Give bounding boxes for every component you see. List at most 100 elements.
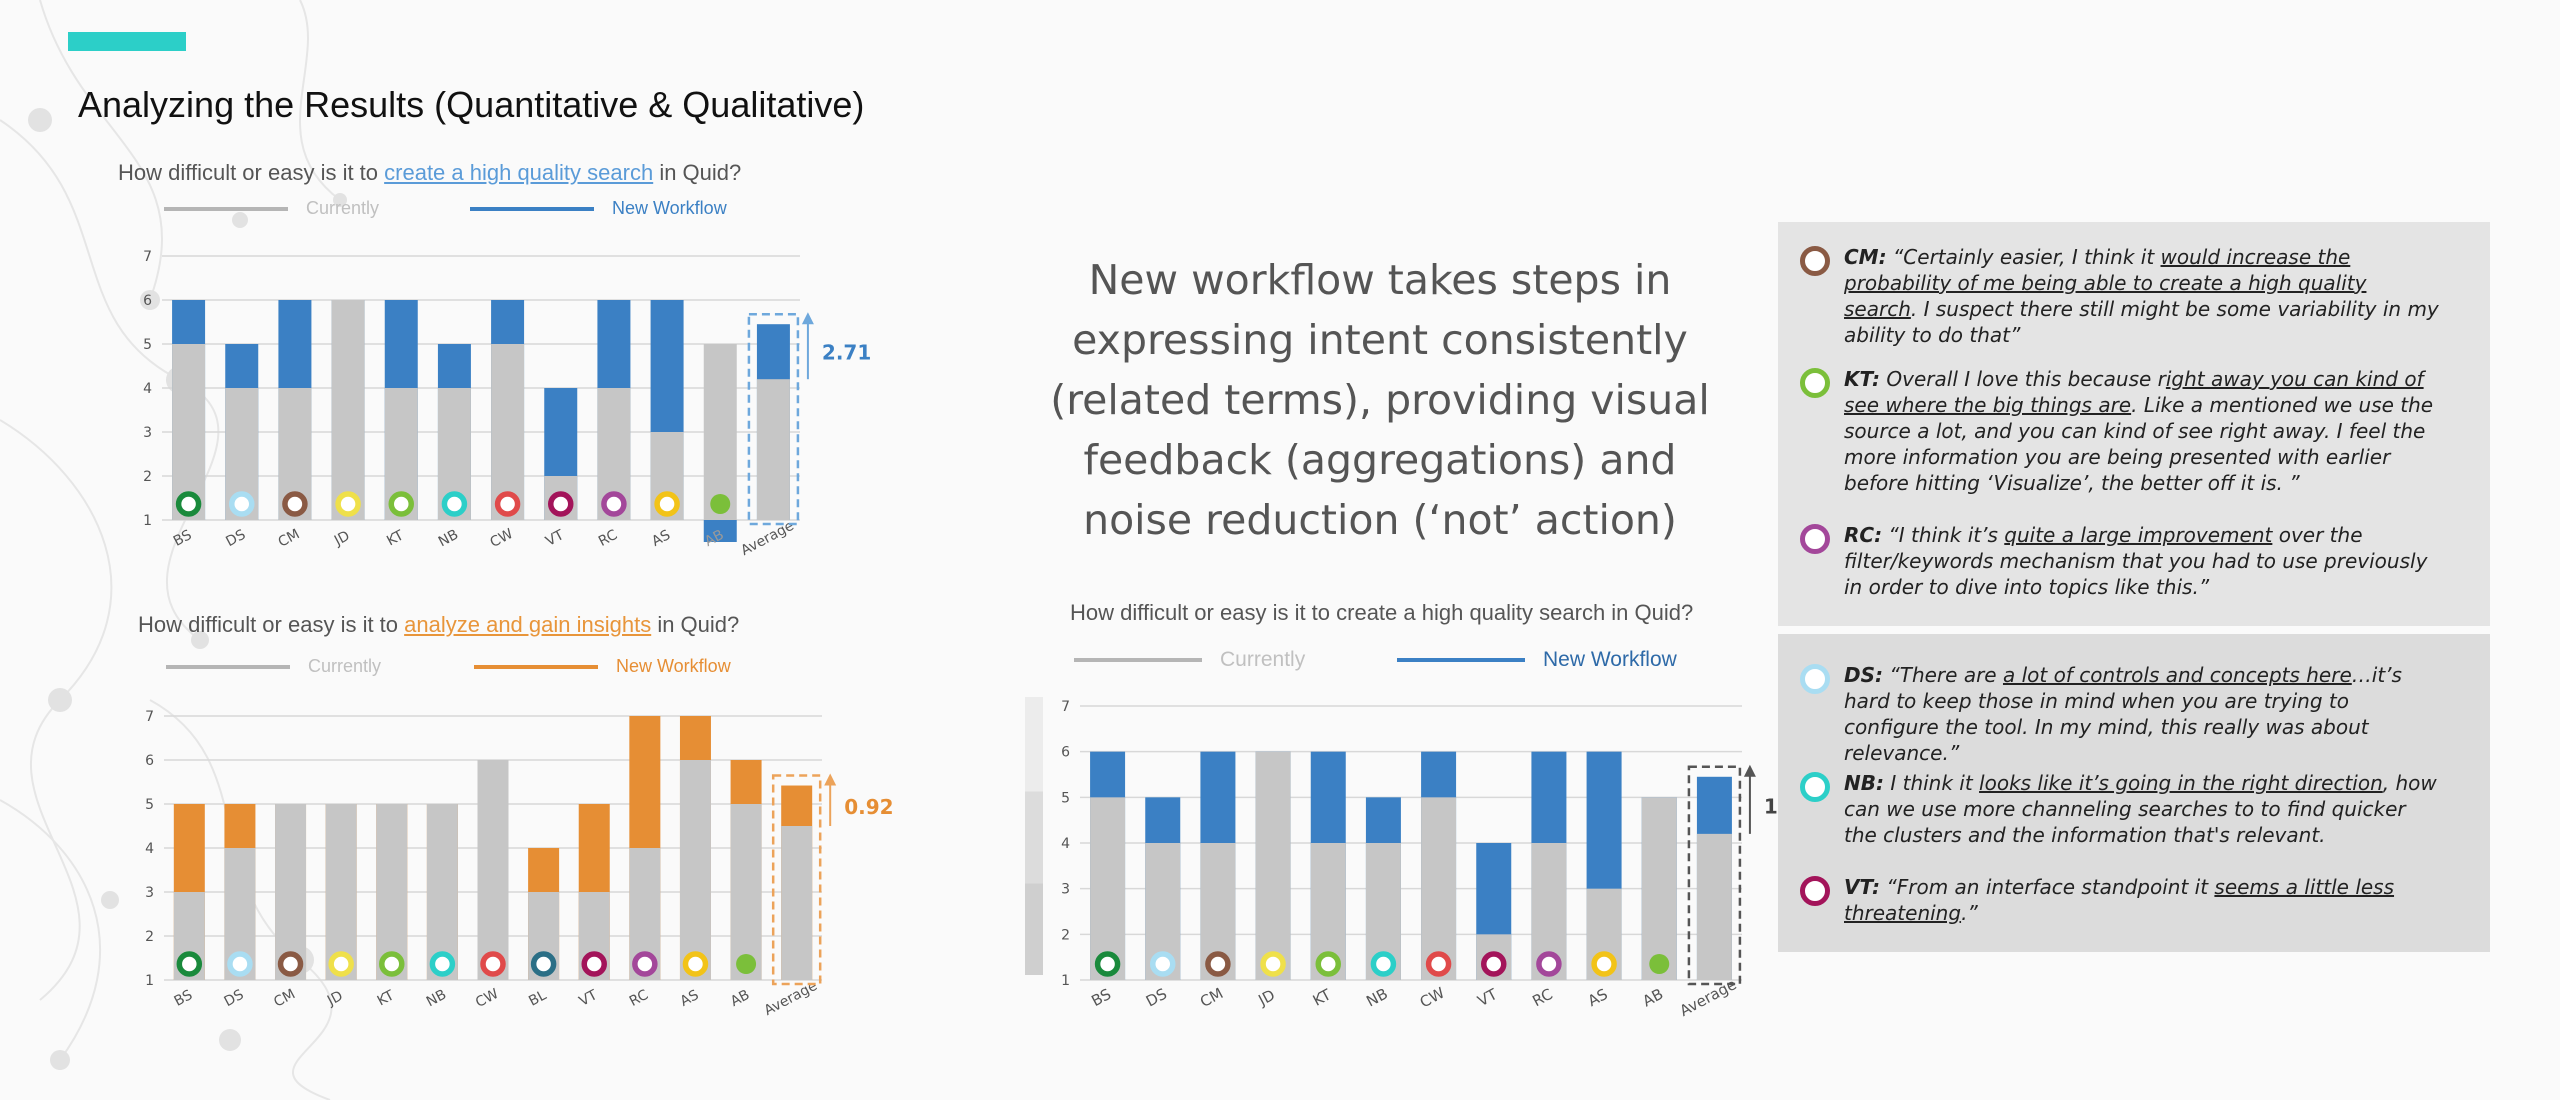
chart1-question-link[interactable]: create a high quality search [384, 160, 654, 185]
participant-quote: NB: I think it looks like it’s going in … [1844, 770, 2444, 848]
y-tick-label: 2 [143, 469, 152, 485]
participant-ring [1370, 951, 1397, 977]
chart1-question: How difficult or easy is it to create a … [118, 160, 742, 185]
participant-quote: KT: Overall I love this because right aw… [1844, 366, 2444, 496]
participant-ring-icon [1800, 664, 1830, 694]
legend-line-new-workflow [1397, 658, 1525, 662]
quote-panel-mixed: DS: “There are a lot of controls and con… [1778, 634, 2490, 952]
y-tick-label: 3 [145, 885, 154, 901]
participant-ring [1205, 951, 1231, 977]
quote-speaker: DS: [1844, 663, 1884, 687]
x-tick-label: AB [702, 527, 726, 550]
x-tick-label: CW [1417, 984, 1448, 1012]
bar-currently [730, 804, 762, 980]
bar-currently [275, 804, 307, 980]
bar-currently [1255, 751, 1291, 980]
title-accent-bar [68, 32, 186, 51]
chart2-question: How difficult or easy is it to analyze a… [138, 612, 740, 637]
x-tick-label: DS [1143, 985, 1170, 1011]
difference-arrow-head [824, 773, 837, 786]
quote-speaker: RC: [1844, 523, 1883, 547]
quote-speaker: KT: [1844, 367, 1881, 391]
difference-annotation: 2.71 [822, 341, 871, 365]
participant-ring [227, 951, 253, 977]
y-tick-label: 5 [1061, 790, 1070, 806]
x-tick-label: AS [649, 527, 673, 550]
chart2-legend-new-workflow: New Workflow [474, 656, 731, 677]
y-tick-label: 1 [145, 973, 154, 989]
legend-line-currently [166, 664, 290, 669]
x-tick-label: JD [324, 988, 346, 1010]
bar-currently [703, 344, 737, 520]
participant-ring [1481, 951, 1507, 977]
quote-speaker: VT: [1844, 875, 1881, 899]
y-tick-label: 6 [143, 293, 152, 309]
difference-arrow-head [1743, 764, 1756, 777]
participant-ring [601, 491, 627, 517]
participant-ring [1536, 951, 1562, 977]
participant-ring-icon [1800, 246, 1830, 276]
y-tick-label: 5 [145, 797, 154, 813]
quote-text: Overall I love this because r [1880, 367, 2166, 391]
x-tick-label: KT [1310, 985, 1335, 1010]
participant-ring [1591, 951, 1617, 977]
bar-currently [1090, 797, 1126, 980]
chart3-side-scale [1025, 697, 1043, 975]
participant-ring [1150, 951, 1176, 977]
x-tick-label: VT [577, 987, 601, 1010]
x-tick-label: NB [1363, 985, 1390, 1011]
x-tick-label: AB [728, 987, 752, 1010]
participant-quote: CM: “Certainly easier, I think it would … [1844, 244, 2444, 348]
slide-title: Analyzing the Results (Quantitative & Qu… [78, 84, 865, 125]
y-tick-label: 2 [145, 929, 154, 945]
quote-text: . Like a mentioned we use the source a l… [1844, 393, 2434, 495]
x-tick-label: RC [1529, 985, 1555, 1010]
quote-highlight: ight away you can kind of see where the … [1844, 367, 2424, 417]
x-tick-label: RC [596, 527, 620, 550]
quote-text: “Certainly easier, I think it [1886, 245, 2161, 269]
bar-currently [781, 826, 813, 980]
y-tick-label: 1 [1061, 973, 1070, 989]
chart1-legend-new-workflow: New Workflow [470, 198, 727, 219]
bar-currently [1696, 833, 1732, 980]
y-tick-label: 6 [145, 753, 154, 769]
quote-highlight: looks like it’s going in the right direc… [1979, 771, 2383, 795]
quote-text: “From an interface standpoint it [1880, 875, 2215, 899]
quote-text: , how can we use more channeling searche… [1844, 771, 2437, 847]
participant-quote: VT: “From an interface standpoint it see… [1844, 874, 2444, 926]
participant-ring [548, 491, 574, 517]
participant-ring-icon [1800, 368, 1830, 398]
legend-line-currently [1074, 658, 1202, 662]
bar-currently [331, 300, 365, 520]
y-tick-label: 4 [143, 381, 152, 397]
chart2-question-link[interactable]: analyze and gain insights [404, 612, 652, 637]
participant-ring [494, 491, 521, 517]
x-tick-label: BL [526, 987, 549, 1009]
y-tick-label: 3 [143, 425, 152, 441]
quote-text: “There are [1883, 663, 2003, 687]
participant-ring [379, 951, 405, 977]
y-tick-label: 7 [1061, 699, 1070, 715]
y-tick-label: 5 [143, 337, 152, 353]
quote-text: “I think it’s [1882, 523, 2005, 547]
bar-currently [477, 760, 509, 980]
participant-dot [736, 954, 757, 974]
quote-panel-positive: CM: “Certainly easier, I think it would … [1778, 222, 2490, 626]
participant-ring [1260, 951, 1286, 977]
chart1-legend-currently: Currently [164, 198, 379, 219]
bar-currently [325, 804, 357, 980]
participant-ring [335, 491, 361, 517]
x-tick-label: KT [384, 527, 407, 549]
participant-ring [530, 951, 557, 977]
participant-ring [441, 491, 468, 517]
y-tick-label: 7 [145, 709, 154, 725]
participant-ring-icon [1800, 524, 1830, 554]
chart3-legend-new-workflow: New Workflow [1397, 648, 1677, 672]
participant-ring [175, 491, 202, 517]
x-tick-label: BS [1088, 985, 1114, 1010]
x-tick-label: BS [171, 527, 195, 550]
participant-ring [282, 491, 308, 517]
